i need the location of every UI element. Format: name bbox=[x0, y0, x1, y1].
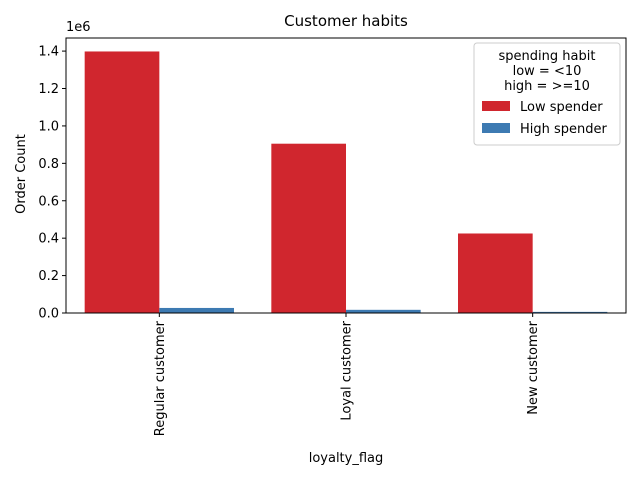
bar-high-spender-2 bbox=[532, 311, 608, 313]
plot-frame bbox=[65, 37, 627, 314]
legend-label: High spender bbox=[520, 122, 608, 137]
bar-high-spender-1 bbox=[346, 309, 421, 313]
y-axis: 0.0 0.2 0.4 0.6 0.8 1.0 1.2 1.4 bbox=[38, 45, 66, 322]
plot-border bbox=[65, 37, 627, 314]
bars-group bbox=[84, 51, 608, 313]
legend-title-line: low = <10 bbox=[513, 64, 582, 79]
x-axis: Regular customer Loyal customer New custom… bbox=[153, 313, 541, 436]
y-tick-label: 0.2 bbox=[38, 269, 59, 284]
bar-low-spender-1 bbox=[271, 143, 346, 313]
legend-swatch bbox=[482, 123, 510, 133]
legend-title-line: high = >=10 bbox=[504, 79, 590, 94]
y-offset-label: 1e6 bbox=[66, 20, 91, 35]
y-tick-label: 1.0 bbox=[38, 119, 59, 134]
x-tick-label: Regular customer bbox=[153, 320, 168, 436]
y-tick-label: 0.4 bbox=[38, 232, 59, 247]
x-axis-label: loyalty_flag bbox=[309, 451, 384, 466]
bar-high-spender-0 bbox=[159, 307, 234, 313]
y-tick-label: 0.8 bbox=[38, 157, 59, 172]
legend-swatch bbox=[482, 101, 510, 111]
y-tick-label: 0.0 bbox=[38, 307, 59, 322]
chart-title: Customer habits bbox=[284, 12, 408, 30]
y-tick-label: 1.4 bbox=[38, 45, 59, 60]
bar-low-spender-0 bbox=[84, 51, 160, 313]
y-tick-label: 1.2 bbox=[38, 82, 59, 97]
legend-label: Low spender bbox=[520, 100, 603, 115]
x-tick-label: New customer bbox=[526, 320, 541, 414]
bar-low-spender-2 bbox=[458, 233, 533, 313]
y-axis-label: Order Count bbox=[14, 134, 29, 214]
legend-title-line: spending habit bbox=[499, 49, 596, 64]
y-tick-label: 0.6 bbox=[38, 194, 59, 209]
x-tick-label: Loyal customer bbox=[340, 320, 355, 420]
legend-box bbox=[473, 42, 621, 146]
